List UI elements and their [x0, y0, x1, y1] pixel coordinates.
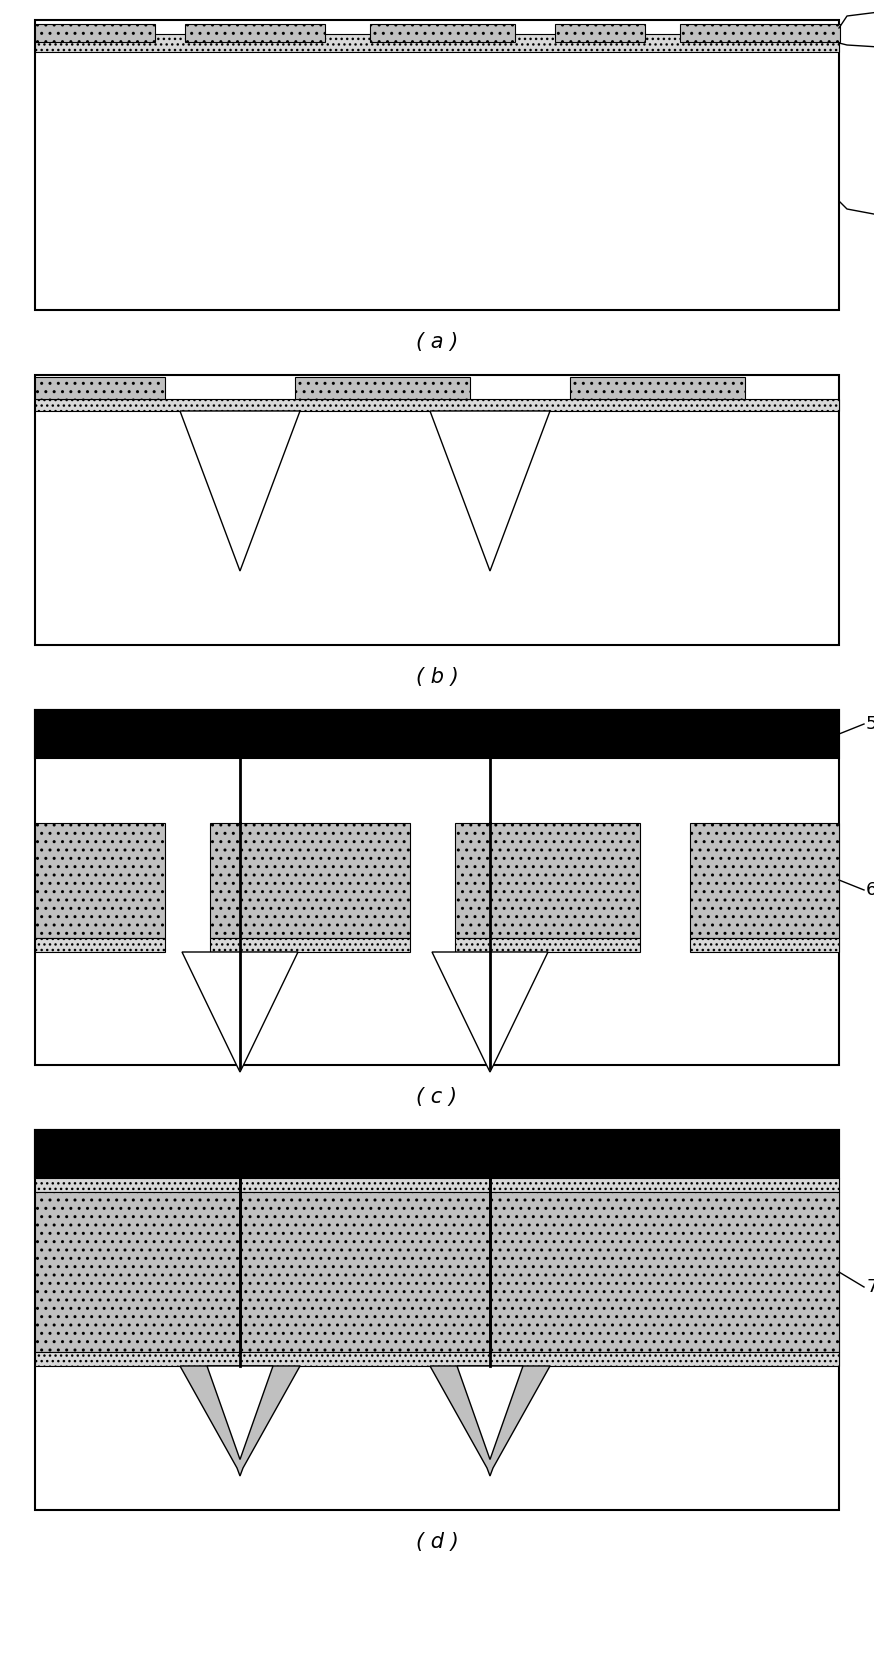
Polygon shape [180, 1366, 300, 1477]
Polygon shape [430, 1366, 550, 1477]
Bar [35, 823, 165, 937]
Bar [35, 1178, 839, 1193]
Bar [690, 937, 839, 953]
Bar [690, 823, 839, 937]
Bar [680, 24, 840, 42]
Bar [35, 34, 839, 52]
Text: ( c ): ( c ) [417, 1087, 457, 1107]
Text: ( b ): ( b ) [416, 667, 458, 687]
Bar [185, 24, 325, 42]
Bar [210, 823, 410, 937]
Polygon shape [180, 412, 300, 571]
Bar [35, 711, 839, 758]
Text: ( d ): ( d ) [416, 1532, 458, 1552]
Bar [35, 711, 839, 1065]
Bar [35, 937, 165, 953]
Polygon shape [430, 412, 550, 571]
Bar [295, 376, 470, 398]
Bar [370, 24, 515, 42]
Polygon shape [207, 1366, 273, 1460]
Text: 7: 7 [866, 1278, 874, 1295]
Polygon shape [432, 953, 548, 1072]
Bar [35, 1131, 839, 1178]
Bar [35, 1131, 839, 1510]
Bar [455, 823, 640, 937]
Bar [35, 1193, 839, 1352]
Bar [555, 24, 645, 42]
Bar [35, 24, 155, 42]
Text: ( a ): ( a ) [416, 333, 458, 353]
Bar [35, 375, 839, 645]
Bar [35, 376, 165, 398]
Bar [35, 1352, 839, 1366]
Polygon shape [457, 1366, 523, 1460]
Text: 6: 6 [866, 880, 874, 899]
Bar [455, 937, 640, 953]
Text: 5: 5 [866, 716, 874, 732]
Bar [210, 937, 410, 953]
Bar [35, 20, 839, 311]
Bar [570, 376, 745, 398]
Bar [35, 398, 839, 412]
Polygon shape [182, 953, 298, 1072]
